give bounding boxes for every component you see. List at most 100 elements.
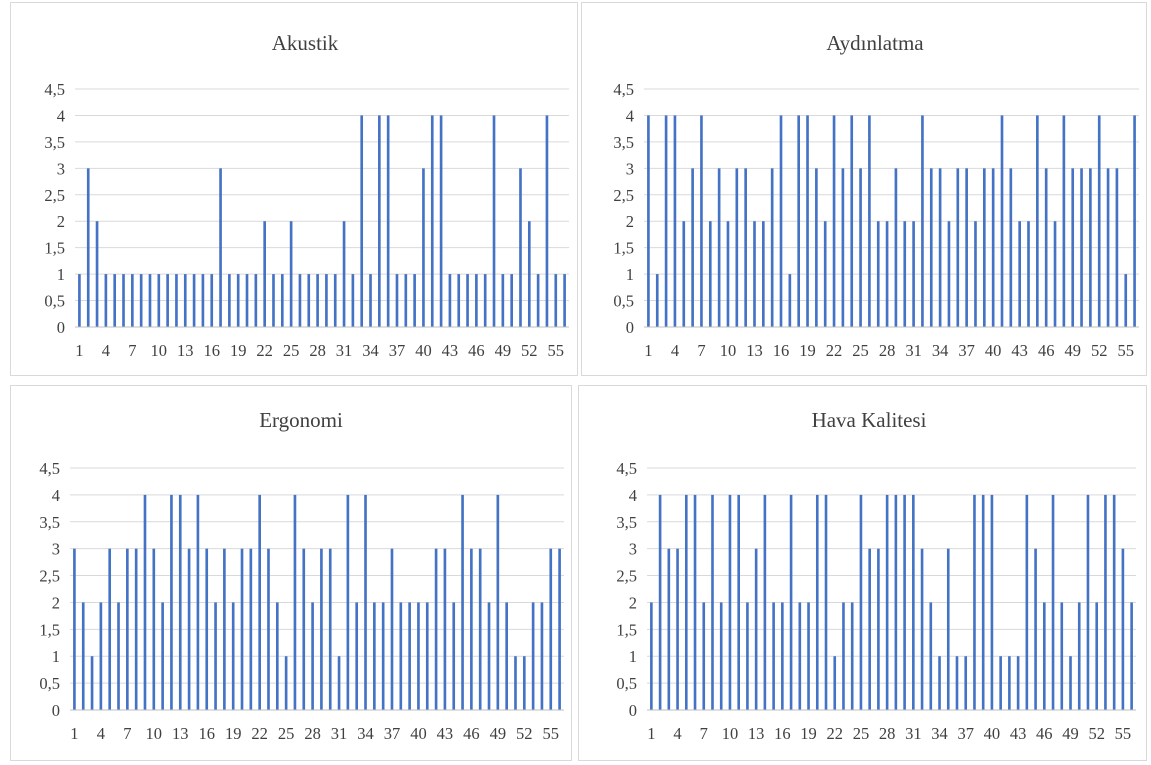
y-tick-label: 1,5 bbox=[44, 239, 65, 258]
bar bbox=[1009, 168, 1013, 327]
x-tick-label: 37 bbox=[957, 724, 974, 743]
bar bbox=[946, 548, 950, 710]
bar bbox=[263, 221, 266, 327]
bar bbox=[664, 115, 668, 327]
bar bbox=[483, 274, 487, 327]
chart-aydinlatma: Aydınlatma 00,511,522,533,544,51 4 7 10 13 16… bbox=[613, 31, 1139, 360]
bar bbox=[1104, 494, 1107, 710]
bar bbox=[113, 274, 117, 327]
y-tick-label: 4,5 bbox=[44, 80, 65, 99]
x-tick-label: 28 bbox=[309, 341, 326, 360]
bar bbox=[744, 168, 747, 327]
chart-title: Hava Kalitesi bbox=[812, 408, 927, 432]
bar bbox=[1089, 168, 1092, 327]
bar bbox=[443, 548, 447, 710]
x-tick-label: 7 bbox=[697, 341, 705, 360]
bar bbox=[475, 274, 478, 327]
bar bbox=[921, 115, 924, 327]
x-tick-label: 52 bbox=[516, 724, 533, 743]
bar bbox=[1027, 221, 1030, 327]
bar bbox=[161, 602, 164, 710]
x-tick-label: 43 bbox=[1011, 341, 1028, 360]
bar bbox=[280, 274, 284, 327]
x-tick-label: 25 bbox=[278, 724, 295, 743]
bar bbox=[1112, 494, 1116, 710]
bar bbox=[1036, 115, 1039, 327]
bar bbox=[122, 274, 125, 327]
bar bbox=[240, 548, 244, 710]
bar bbox=[351, 274, 355, 327]
bar bbox=[175, 274, 178, 327]
bar bbox=[868, 115, 871, 327]
bar bbox=[328, 548, 332, 710]
x-tick-label: 16 bbox=[198, 724, 215, 743]
y-tick-label: 0 bbox=[52, 701, 60, 720]
x-tick-label: 7 bbox=[700, 724, 708, 743]
bar bbox=[693, 494, 697, 710]
bar bbox=[1053, 221, 1057, 327]
y-tick-label: 1 bbox=[629, 647, 637, 666]
x-tick-label: 31 bbox=[331, 724, 348, 743]
bar bbox=[470, 548, 473, 710]
x-tick-label: 4 bbox=[102, 341, 110, 360]
bar bbox=[563, 274, 566, 327]
x-tick-label: 43 bbox=[437, 724, 454, 743]
bar bbox=[196, 494, 200, 710]
bar bbox=[842, 602, 845, 710]
chart-panel-aydinlatma: Aydınlatma 0 0,5 1 1,5 2 2,5 3 3,5 4 4,5 1 4 7 10 13 16… bbox=[581, 2, 1147, 376]
x-tick-label: 10 bbox=[720, 341, 737, 360]
bar bbox=[404, 274, 408, 327]
bar bbox=[342, 221, 346, 327]
y-tick-label: 0,5 bbox=[44, 292, 65, 311]
bar bbox=[667, 548, 671, 710]
x-tick-label: 13 bbox=[748, 724, 765, 743]
x-tick-label: 13 bbox=[746, 341, 763, 360]
bar bbox=[360, 115, 364, 327]
bar bbox=[1095, 602, 1099, 710]
x-tick-label: 4 bbox=[97, 724, 105, 743]
bar bbox=[673, 115, 677, 327]
y-tick-label: 1 bbox=[57, 265, 65, 284]
y-tick-label: 4,5 bbox=[613, 80, 634, 99]
bar bbox=[275, 602, 279, 710]
bar bbox=[231, 602, 235, 710]
bar bbox=[143, 494, 147, 710]
bar bbox=[108, 548, 112, 710]
x-tick-label: 40 bbox=[985, 341, 1002, 360]
bar bbox=[885, 221, 889, 327]
bar bbox=[700, 115, 703, 327]
y-tick-label: 3 bbox=[57, 159, 65, 178]
x-tick-label: 40 bbox=[984, 724, 1001, 743]
x-tick-label: 22 bbox=[826, 341, 843, 360]
bar bbox=[781, 602, 784, 710]
bar bbox=[990, 494, 994, 710]
bar bbox=[788, 274, 792, 327]
bar bbox=[737, 494, 740, 710]
x-tick-label: 1 bbox=[644, 341, 652, 360]
y-tick-label: 3 bbox=[52, 540, 60, 559]
bar bbox=[531, 602, 535, 710]
bar bbox=[929, 168, 933, 327]
bar bbox=[684, 494, 688, 710]
bar bbox=[868, 548, 871, 710]
y-tick-label: 2 bbox=[52, 593, 60, 612]
bar bbox=[1044, 168, 1048, 327]
bar bbox=[912, 494, 915, 710]
x-tick-label: 28 bbox=[879, 724, 896, 743]
bar bbox=[859, 494, 863, 710]
x-tick-label: 40 bbox=[410, 724, 427, 743]
x-tick-label: 16 bbox=[774, 724, 791, 743]
bar bbox=[81, 602, 85, 710]
bar bbox=[496, 494, 500, 710]
x-tick-label: 34 bbox=[357, 724, 374, 743]
x-tick-label: 49 bbox=[1062, 724, 1079, 743]
bar bbox=[797, 115, 801, 327]
bar bbox=[170, 494, 173, 710]
y-tick-label: 3,5 bbox=[39, 513, 60, 532]
chart-panel-hava-kalitesi: Hava Kalitesi 0 0,5 1 1,5 2 2,5 3 3,5 4 4,5 1 4 7 10 1… bbox=[578, 385, 1147, 761]
x-tick-label: 22 bbox=[826, 724, 843, 743]
y-tick-label: 1 bbox=[626, 265, 634, 284]
x-tick-label: 31 bbox=[905, 724, 922, 743]
bar bbox=[850, 115, 854, 327]
bar bbox=[245, 274, 249, 327]
